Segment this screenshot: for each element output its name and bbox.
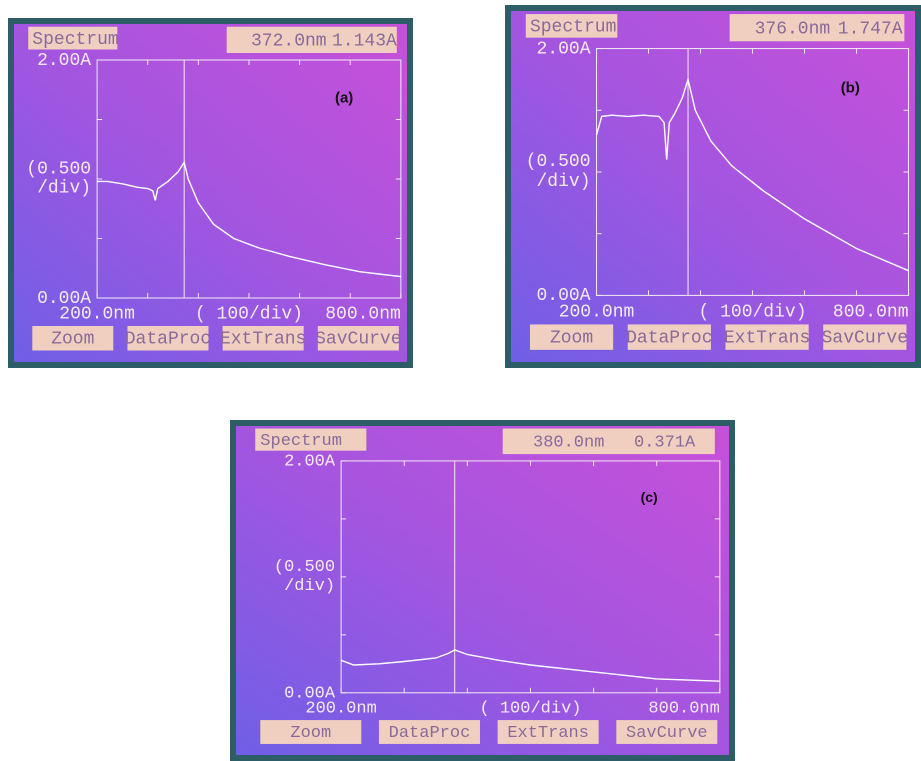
panel-label: (a) (335, 89, 353, 106)
soft-button-label: DataProc (125, 330, 211, 350)
readout-x: 380.0nm (533, 434, 604, 453)
soft-button[interactable] (616, 720, 718, 744)
spectrum-line (97, 160, 401, 278)
title-box (525, 14, 618, 38)
soft-button-label: Zoom (550, 329, 593, 349)
readout-x: 376.0nm (755, 19, 831, 39)
soft-button[interactable] (627, 324, 711, 350)
soft-button[interactable] (127, 326, 209, 351)
x-axis-label: ( 100/div) (699, 302, 807, 322)
x-tick-label: 800.0nm (325, 305, 401, 325)
screen (511, 11, 915, 362)
soft-button[interactable] (260, 720, 362, 744)
soft-button-label: Zoom (51, 330, 94, 350)
soft-button-label: SavCurve (626, 724, 708, 743)
readout-x: 372.0nm (251, 32, 327, 52)
soft-button-label: SavCurve (315, 330, 401, 350)
soft-button[interactable] (317, 326, 399, 351)
readout-box (729, 14, 905, 42)
x-axis-label: ( 100/div) (195, 305, 303, 325)
soft-button[interactable] (725, 324, 809, 350)
y-axis-label: (0.500 (274, 558, 335, 577)
soft-button-label: ExtTrans (724, 329, 810, 349)
title: Spectrum (260, 432, 342, 451)
y-tick-label: 2.00A (37, 51, 91, 71)
readout-y: 1.747A (838, 19, 903, 39)
y-tick-label: 0.00A (37, 289, 91, 309)
title-box (28, 26, 118, 50)
soft-button-label: DataProc (389, 724, 471, 743)
y-axis-label: /div) (537, 172, 591, 192)
y-tick-label: 2.00A (284, 452, 336, 471)
soft-button[interactable] (378, 720, 480, 744)
y-axis-label: /div) (284, 577, 335, 596)
soft-button[interactable] (222, 326, 304, 351)
readout-y: 0.371A (634, 434, 696, 453)
y-axis-label: /div) (37, 179, 91, 199)
spectrum-line (595, 76, 909, 272)
x-tick-label: 200.0nm (305, 700, 376, 719)
panel-label: (b) (841, 79, 860, 96)
readout-box (226, 26, 397, 53)
soft-button[interactable] (529, 324, 614, 350)
screen (14, 24, 407, 362)
readout-y: 1.143A (332, 32, 397, 52)
panel-label: (c) (641, 489, 658, 505)
x-tick-label: 800.0nm (833, 302, 909, 322)
soft-button-label: SavCurve (822, 329, 908, 349)
y-axis-label: (0.500 (526, 152, 591, 172)
screen (236, 426, 729, 755)
x-tick-label: 200.0nm (59, 305, 135, 325)
soft-button-label: DataProc (626, 329, 712, 349)
x-axis-label: ( 100/div) (479, 700, 581, 719)
title: Spectrum (530, 18, 616, 38)
soft-button-label: ExtTrans (220, 330, 306, 350)
y-tick-label: 0.00A (284, 684, 336, 703)
soft-button-label: ExtTrans (507, 724, 589, 743)
readout-box (502, 428, 715, 455)
title-box (255, 428, 367, 451)
soft-button[interactable] (497, 720, 599, 744)
y-tick-label: 2.00A (537, 39, 591, 59)
y-tick-label: 0.00A (537, 286, 591, 306)
x-tick-label: 200.0nm (559, 302, 635, 322)
x-tick-label: 800.0nm (648, 700, 719, 719)
spectrum-line (340, 649, 720, 682)
soft-button[interactable] (823, 324, 907, 350)
title: Spectrum (32, 30, 118, 50)
soft-button-label: Zoom (290, 724, 331, 743)
y-axis-label: (0.500 (26, 159, 91, 179)
soft-button[interactable] (32, 326, 114, 351)
